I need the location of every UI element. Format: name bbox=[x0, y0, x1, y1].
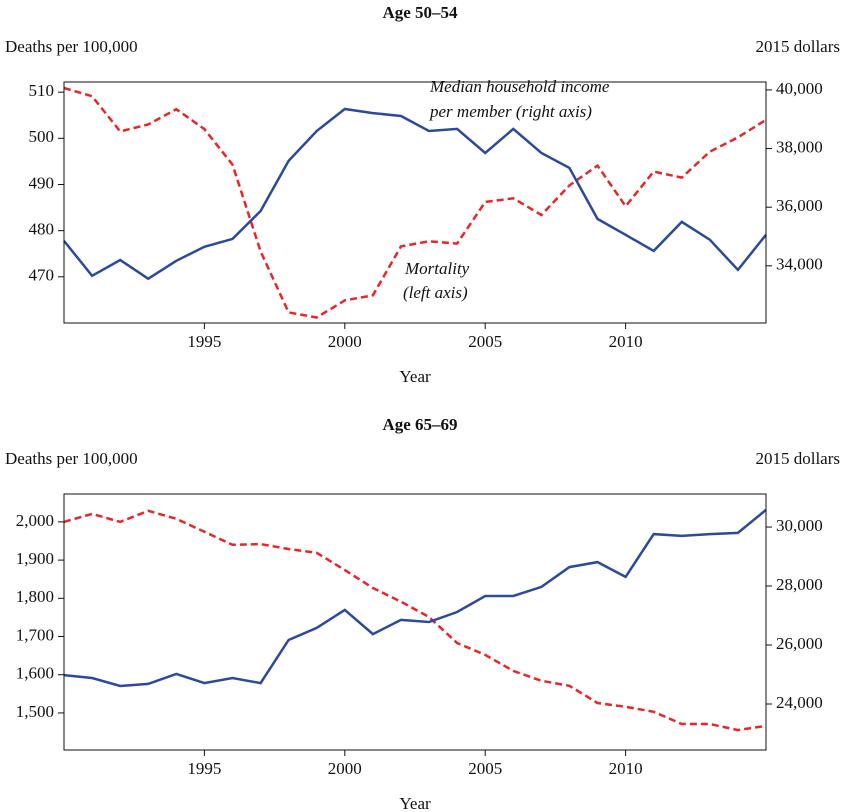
annotation: Median household income bbox=[429, 77, 610, 96]
series-line bbox=[63, 86, 767, 319]
y-tick-label: 1,600 bbox=[16, 664, 54, 683]
y-tick-label: 1,700 bbox=[16, 625, 54, 644]
y-tick-label: 1,800 bbox=[16, 587, 54, 606]
y2-tick-label: 24,000 bbox=[776, 693, 823, 712]
chart-title: Age 65–69 bbox=[382, 415, 457, 434]
y-axis-label: Deaths per 100,000 bbox=[5, 449, 138, 468]
annotation: per member (right axis) bbox=[429, 102, 592, 121]
y2-tick-label: 28,000 bbox=[776, 575, 823, 594]
x-tick-label: 2000 bbox=[328, 759, 362, 778]
series-line bbox=[63, 509, 767, 732]
x-tick-label: 2010 bbox=[609, 759, 643, 778]
y-tick-label: 510 bbox=[29, 81, 55, 100]
y2-tick-label: 38,000 bbox=[776, 137, 823, 156]
series-line bbox=[63, 107, 767, 281]
y-tick-label: 1,900 bbox=[16, 549, 54, 568]
y-tick-label: 500 bbox=[29, 127, 55, 146]
x-tick-label: 2005 bbox=[468, 332, 502, 351]
y2-tick-label: 40,000 bbox=[776, 79, 823, 98]
y-tick-label: 470 bbox=[29, 266, 55, 285]
y2-axis-label: 2015 dollars bbox=[755, 37, 840, 56]
y-tick-label: 1,500 bbox=[16, 702, 54, 721]
x-axis-label: Year bbox=[399, 794, 431, 812]
x-axis-label: Year bbox=[399, 367, 431, 386]
y-tick-label: 490 bbox=[29, 173, 55, 192]
y2-axis-label: 2015 dollars bbox=[755, 449, 840, 468]
y2-tick-label: 34,000 bbox=[776, 255, 823, 274]
series-line bbox=[63, 508, 767, 688]
y-axis-label: Deaths per 100,000 bbox=[5, 37, 138, 56]
x-tick-label: 1995 bbox=[187, 332, 221, 351]
chart-title: Age 50–54 bbox=[382, 3, 458, 22]
x-tick-label: 2010 bbox=[609, 332, 643, 351]
x-tick-label: 2005 bbox=[468, 759, 502, 778]
y2-tick-label: 36,000 bbox=[776, 196, 823, 215]
annotation: (left axis) bbox=[403, 283, 468, 302]
y2-tick-label: 30,000 bbox=[776, 516, 823, 535]
plot-frame bbox=[63, 81, 767, 324]
y-tick-label: 480 bbox=[29, 220, 55, 239]
annotation: Mortality bbox=[404, 259, 470, 278]
x-tick-label: 1995 bbox=[187, 759, 221, 778]
x-tick-label: 2000 bbox=[328, 332, 362, 351]
y-tick-label: 2,000 bbox=[16, 511, 54, 530]
plot-frame bbox=[63, 493, 767, 751]
y2-tick-label: 26,000 bbox=[776, 634, 823, 653]
